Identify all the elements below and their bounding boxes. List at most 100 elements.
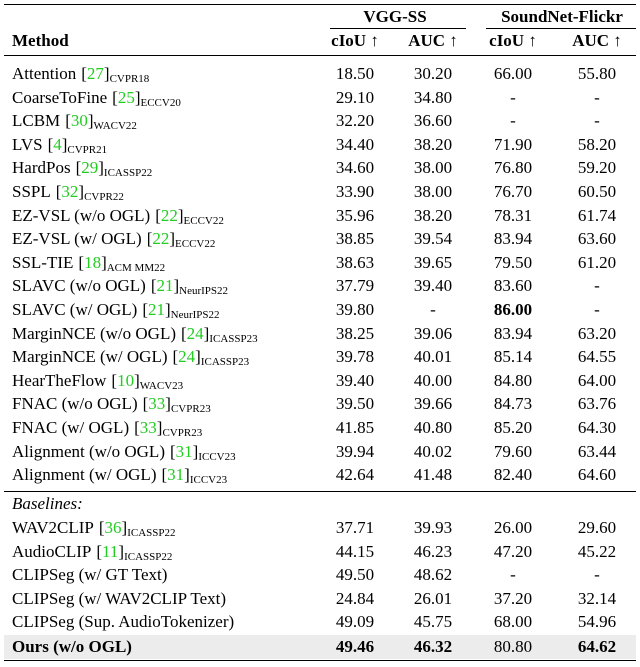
header-rule bbox=[4, 55, 636, 56]
value-cell: 39.80 bbox=[335, 300, 375, 319]
method-cell: LCBM [30]WACV22 bbox=[12, 110, 137, 132]
value-cell: 63.20 bbox=[577, 323, 617, 343]
citation: [31] bbox=[169, 441, 199, 461]
value-cell: 38.25 bbox=[335, 323, 375, 343]
bottom-rule bbox=[4, 660, 636, 662]
value-cell: - bbox=[510, 111, 516, 131]
value-cell: 48.62 bbox=[413, 565, 453, 585]
value-cell: 49.09 bbox=[335, 612, 375, 632]
section-label: Baselines: bbox=[12, 494, 83, 513]
value-cell: 64.62 bbox=[577, 637, 617, 656]
section-rule bbox=[4, 491, 636, 492]
value-cell: 38.63 bbox=[335, 252, 375, 272]
method-cell: HardPos [29]ICASSP22 bbox=[12, 157, 152, 179]
value-cell: 45.75 bbox=[413, 612, 453, 632]
value-cell: - bbox=[594, 276, 600, 296]
value-cell: 38.85 bbox=[335, 229, 375, 249]
venue: CVPR23 bbox=[170, 403, 211, 416]
value-cell: 60.50 bbox=[577, 182, 617, 201]
method-name: Alignment (w/ OGL) bbox=[12, 465, 157, 485]
value-cell: 35.96 bbox=[335, 205, 375, 225]
method-name: WAV2CLIP bbox=[12, 518, 94, 537]
value-cell: 39.94 bbox=[335, 441, 375, 461]
venue: CVPR22 bbox=[84, 191, 124, 203]
value-cell: 79.60 bbox=[493, 441, 533, 461]
value-cell: 76.80 bbox=[493, 158, 533, 178]
method-cell: FNAC (w/o OGL) [33]CVPR23 bbox=[12, 393, 211, 415]
value-cell: 61.74 bbox=[577, 205, 617, 225]
value-cell: 82.40 bbox=[493, 465, 533, 485]
value-cell: 34.60 bbox=[335, 158, 375, 178]
value-cell: 46.32 bbox=[413, 637, 453, 656]
venue: ICASSP22 bbox=[124, 550, 173, 563]
citation: [32] bbox=[55, 182, 85, 201]
method-cell: HearTheFlow [10]WACV23 bbox=[12, 370, 183, 392]
citation: [4] bbox=[47, 134, 68, 154]
value-cell: 76.70 bbox=[493, 182, 533, 201]
value-cell: 39.54 bbox=[413, 229, 453, 249]
value-cell: 32.14 bbox=[577, 588, 617, 608]
method-name: HardPos bbox=[12, 158, 71, 178]
venue: ICASSP22 bbox=[127, 527, 176, 539]
method-cell: WAV2CLIP [36]ICASSP22 bbox=[12, 517, 176, 539]
method-cell: AudioCLIP [11]ICASSP22 bbox=[12, 541, 172, 563]
citation: [21] bbox=[150, 276, 180, 296]
value-cell: 49.50 bbox=[335, 565, 375, 585]
value-cell: 37.20 bbox=[493, 588, 533, 608]
method-name: MarginNCE (w/ OGL) bbox=[12, 347, 168, 367]
value-cell: 37.71 bbox=[335, 518, 375, 537]
citation: [33] bbox=[142, 394, 171, 414]
method-cell: MarginNCE (w/o OGL) [24]ICASSP23 bbox=[12, 323, 258, 345]
value-cell: 39.50 bbox=[335, 394, 375, 414]
value-cell: 83.60 bbox=[493, 276, 533, 296]
value-cell: 33.90 bbox=[335, 182, 375, 201]
method-cell: SSL-TIE [18]ACM MM22 bbox=[12, 252, 165, 274]
method-name: LVS bbox=[12, 134, 43, 154]
value-cell: 64.55 bbox=[577, 347, 617, 367]
method-cell: FNAC (w/ OGL) [33]CVPR23 bbox=[12, 417, 202, 439]
value-cell: 40.01 bbox=[413, 347, 453, 367]
method-cell: SSPL [32]CVPR22 bbox=[12, 181, 124, 203]
cmid-rule bbox=[486, 28, 636, 29]
citation: [11] bbox=[96, 541, 125, 561]
venue: ICASSP22 bbox=[103, 167, 153, 180]
value-cell: 47.20 bbox=[493, 541, 533, 561]
value-cell: 41.48 bbox=[413, 465, 453, 485]
venue: ECCV22 bbox=[183, 214, 224, 227]
method-name: CLIPSeg (w/ GT Text) bbox=[12, 565, 168, 585]
citation: [31] bbox=[161, 465, 190, 485]
value-cell: 64.60 bbox=[577, 465, 617, 485]
value-cell: - bbox=[594, 87, 600, 107]
citation: [36] bbox=[98, 518, 128, 537]
citation: [24] bbox=[181, 323, 210, 343]
method-cell: EZ-VSL (w/o OGL) [22]ECCV22 bbox=[12, 205, 224, 227]
method-name: CoarseToFine bbox=[12, 87, 108, 107]
value-cell: 29.60 bbox=[577, 518, 617, 537]
column-header: cIoU ↑ bbox=[489, 31, 537, 50]
venue: ICASSP23 bbox=[209, 332, 258, 345]
method-name: CLIPSeg (Sup. AudioTokenizer) bbox=[12, 612, 235, 632]
value-cell: 49.46 bbox=[335, 637, 375, 656]
value-cell: - bbox=[510, 87, 516, 107]
value-cell: 68.00 bbox=[493, 612, 533, 632]
citation: [10] bbox=[111, 370, 140, 390]
value-cell: 34.40 bbox=[335, 134, 375, 154]
venue: ICCV23 bbox=[189, 474, 228, 487]
value-cell: 63.60 bbox=[577, 229, 617, 249]
method-cell: Attention [27]CVPR18 bbox=[12, 63, 149, 85]
method-name: SSPL bbox=[12, 182, 51, 201]
method-cell: MarginNCE (w/ OGL) [24]ICASSP23 bbox=[12, 346, 249, 368]
value-cell: 26.00 bbox=[493, 518, 533, 537]
value-cell: 61.20 bbox=[577, 252, 617, 272]
venue: ECCV20 bbox=[140, 96, 181, 109]
column-header: AUC ↑ bbox=[408, 31, 458, 50]
value-cell: 85.14 bbox=[493, 347, 533, 367]
value-cell: 63.76 bbox=[577, 394, 617, 414]
venue: WACV22 bbox=[93, 120, 137, 133]
value-cell: 37.79 bbox=[335, 276, 375, 296]
value-cell: 29.10 bbox=[335, 87, 375, 107]
value-cell: 71.90 bbox=[493, 134, 533, 154]
method-name: EZ-VSL (w/o OGL) bbox=[12, 205, 151, 225]
method-name: CLIPSeg (w/ WAV2CLIP Text) bbox=[12, 588, 226, 608]
method-cell: SLAVC (w/ OGL) [21]NeurIPS22 bbox=[12, 299, 220, 321]
